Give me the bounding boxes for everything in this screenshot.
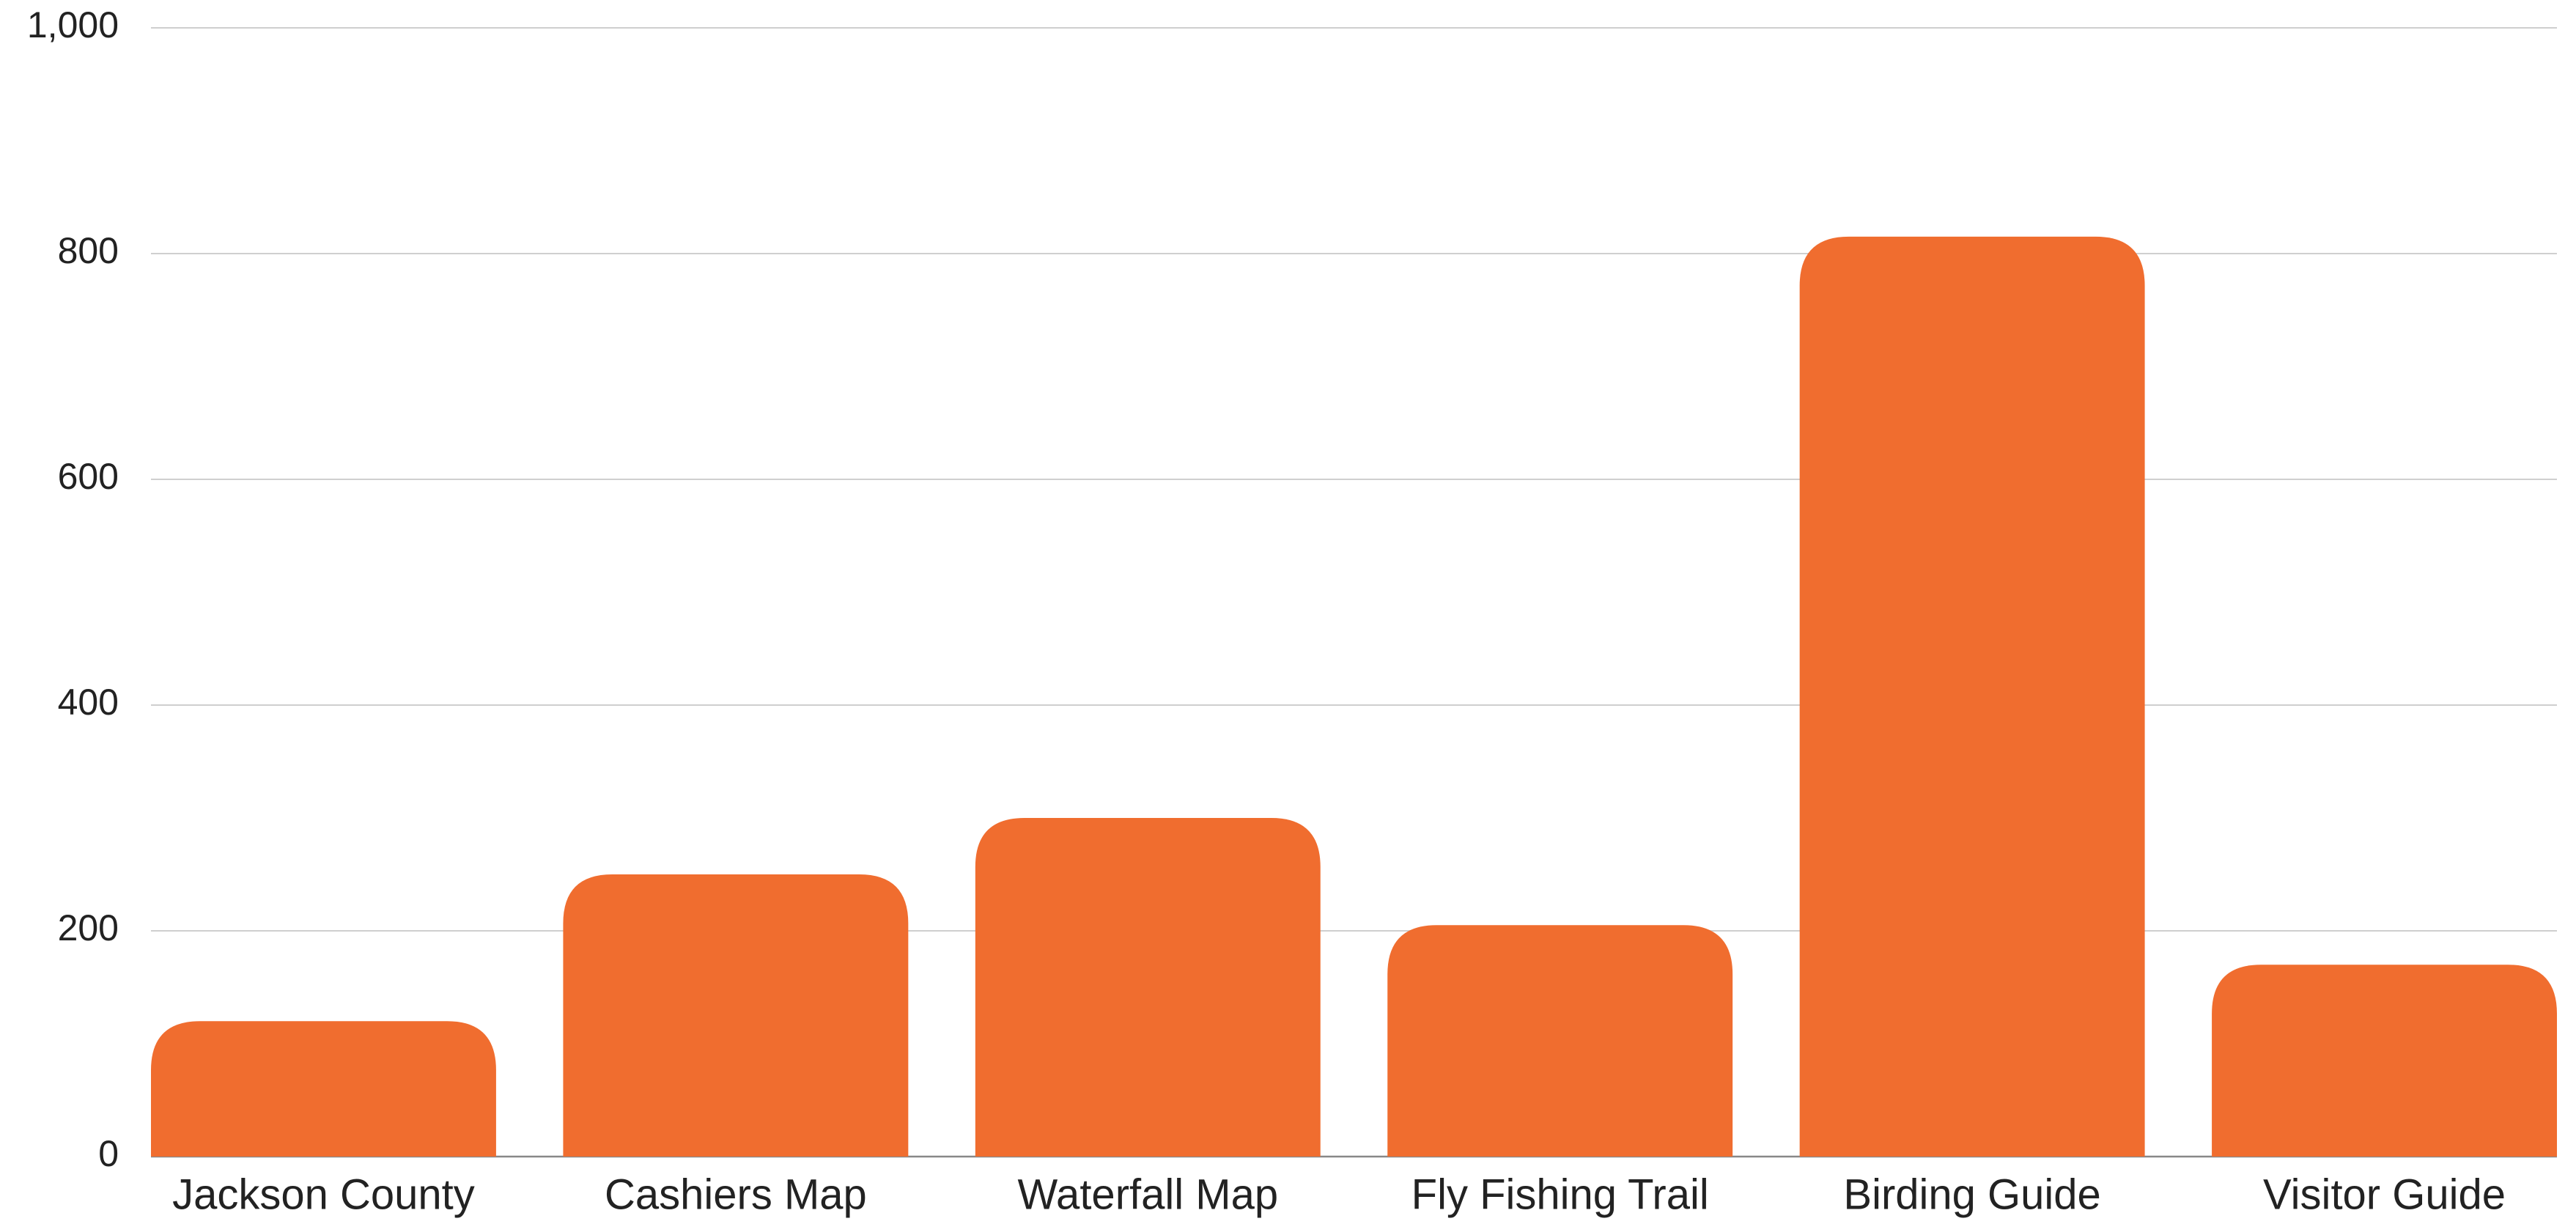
bar: [1799, 236, 2145, 1157]
bar: [1387, 925, 1733, 1157]
bar: [563, 874, 909, 1157]
x-tick-label: Waterfall Map: [1017, 1170, 1278, 1218]
bar: [2212, 965, 2557, 1157]
x-tick-label: Fly Fishing Trail: [1411, 1170, 1709, 1218]
x-tick-label: Birding Guide: [1843, 1170, 2100, 1218]
y-tick-label: 400: [58, 682, 119, 723]
y-tick-label: 200: [58, 907, 119, 948]
y-tick-label: 800: [58, 230, 119, 271]
x-tick-label: Jackson County: [172, 1170, 475, 1218]
bar: [975, 818, 1321, 1157]
y-tick-label: 600: [58, 456, 119, 497]
x-tick-label: Cashiers Map: [605, 1170, 867, 1218]
x-tick-label: Visitor Guide: [2263, 1170, 2506, 1218]
y-tick-label: 1,000: [27, 4, 119, 45]
bar: [151, 1021, 496, 1157]
y-tick-label: 0: [98, 1133, 119, 1174]
